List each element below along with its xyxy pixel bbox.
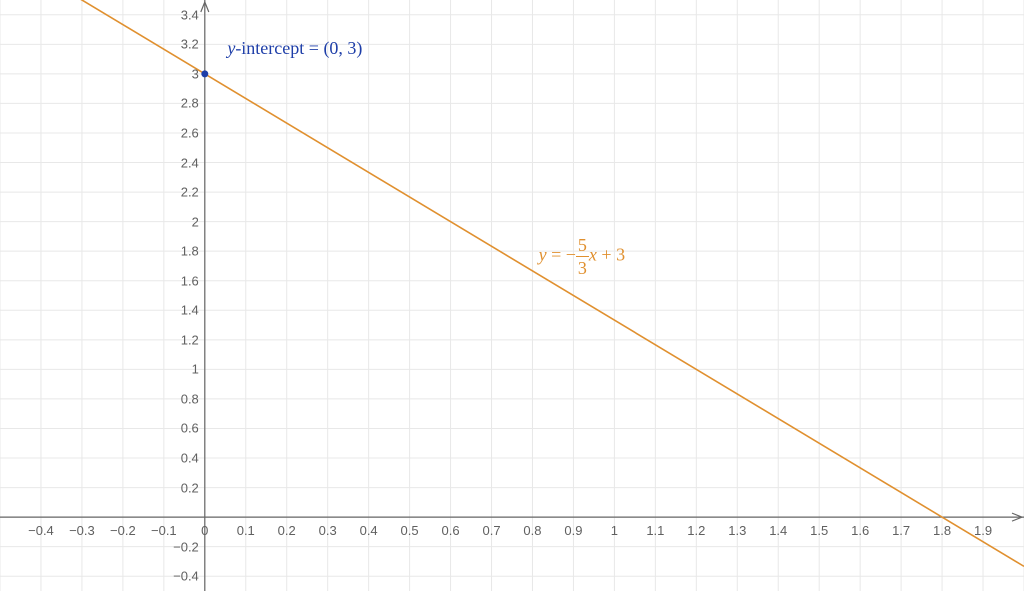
axis-tick-label: 1.3 — [728, 523, 746, 538]
axis-tick-label: 2.4 — [181, 155, 199, 170]
eq-equals: = — [551, 245, 561, 265]
eq-numerator: 5 — [576, 236, 589, 256]
eq-denominator: 3 — [576, 256, 589, 277]
axis-tick-label: 3.4 — [181, 7, 199, 22]
axis-tick-label: 1.5 — [810, 523, 828, 538]
axis-tick-label: 0.2 — [181, 480, 199, 495]
eq-x: x — [589, 245, 597, 265]
eq-plus-intercept: + 3 — [601, 245, 625, 265]
axis-tick-label: −0.2 — [173, 539, 199, 554]
eq-fraction: 53 — [576, 236, 589, 277]
axis-tick-label: −0.4 — [28, 523, 54, 538]
intercept-value: (0, 3) — [323, 38, 362, 58]
axis-tick-label: 0.4 — [360, 523, 378, 538]
axis-tick-label: 1.7 — [892, 523, 910, 538]
equals-sign: = — [309, 38, 319, 58]
axis-tick-label: 1.9 — [974, 523, 992, 538]
axis-tick-label: 2.6 — [181, 125, 199, 140]
axis-tick-label: 1 — [192, 362, 199, 377]
axis-tick-label: 1.2 — [687, 523, 705, 538]
axis-tick-label: 1.1 — [646, 523, 664, 538]
axis-tick-label: 0.8 — [181, 391, 199, 406]
axis-tick-label: 0.2 — [278, 523, 296, 538]
axis-tick-label: 3.2 — [181, 37, 199, 52]
axis-tick-label: 0.3 — [319, 523, 337, 538]
axis-tick-label: 3 — [192, 66, 199, 81]
axis-tick-label: 0.1 — [237, 523, 255, 538]
axis-tick-label: 2.2 — [181, 185, 199, 200]
axis-tick-label: 1.4 — [181, 303, 199, 318]
axis-tick-label: 1.2 — [181, 332, 199, 347]
axis-tick-label: −0.1 — [151, 523, 177, 538]
axis-tick-label: −0.4 — [173, 569, 199, 584]
axis-tick-label: 2.8 — [181, 96, 199, 111]
axis-tick-label: 0.5 — [401, 523, 419, 538]
axis-tick-label: 0.4 — [181, 451, 199, 466]
axis-tick-label: 0 — [201, 523, 208, 538]
axis-tick-label: −0.3 — [69, 523, 95, 538]
axis-tick-label: 0.6 — [442, 523, 460, 538]
axis-tick-label: 1.4 — [769, 523, 787, 538]
axis-tick-label: 0.7 — [482, 523, 500, 538]
axis-tick-label: 1.6 — [181, 273, 199, 288]
axis-tick-label: 1 — [611, 523, 618, 538]
axis-tick-label: 2 — [192, 214, 199, 229]
axis-tick-label: 1.6 — [851, 523, 869, 538]
axis-tick-label: 1.8 — [181, 244, 199, 259]
line-equation-label: y = −53x + 3 — [539, 236, 625, 277]
eq-y: y — [539, 245, 547, 265]
axis-tick-label: 1.8 — [933, 523, 951, 538]
axis-tick-label: 0.8 — [523, 523, 541, 538]
axis-tick-label: 0.6 — [181, 421, 199, 436]
y-intercept-label: y-intercept = (0, 3) — [227, 38, 362, 59]
intercept-word: -intercept — [235, 38, 304, 58]
line-chart — [0, 0, 1024, 591]
axis-tick-label: −0.2 — [110, 523, 136, 538]
eq-minus: − — [566, 245, 576, 265]
axis-tick-label: 0.9 — [564, 523, 582, 538]
